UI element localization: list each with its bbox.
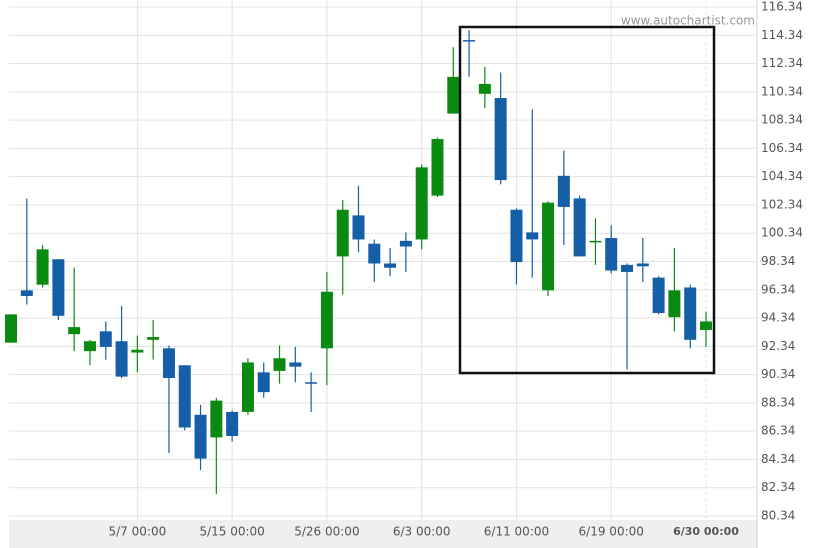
candle-body	[652, 277, 665, 313]
candle-body	[431, 139, 444, 196]
y-tick-label: 94.34	[761, 311, 795, 325]
candle-body	[605, 238, 618, 271]
x-axis-band	[9, 520, 757, 548]
candle-body	[415, 167, 428, 240]
candle-body	[178, 365, 191, 428]
y-tick-label: 102.34	[761, 197, 803, 211]
y-tick-label: 90.34	[761, 367, 795, 381]
candle-body	[289, 362, 302, 367]
y-tick-label: 100.34	[761, 226, 803, 240]
x-tick-label: 5/15 00:00	[199, 525, 264, 539]
candle-body	[257, 372, 270, 393]
y-tick-label: 92.34	[761, 339, 795, 353]
candle-body	[668, 290, 681, 318]
y-tick-label: 96.34	[761, 282, 795, 296]
y-tick-label: 84.34	[761, 452, 795, 466]
candle-body	[305, 382, 318, 384]
y-tick-label: 106.34	[761, 141, 803, 155]
x-tick-label: 5/26 00:00	[294, 525, 359, 539]
y-tick-label: 88.34	[761, 395, 795, 409]
candle-body	[36, 249, 49, 285]
candle-body	[526, 232, 539, 240]
candle-body	[478, 83, 491, 94]
x-tick-label: 6/3 00:00	[393, 525, 451, 539]
candle-body	[5, 314, 17, 343]
candle-body	[241, 362, 254, 412]
candle-body	[494, 98, 507, 181]
pattern-box	[458, 25, 716, 375]
candle-body	[636, 263, 649, 267]
candle-body	[542, 202, 555, 291]
y-tick-label: 104.34	[761, 169, 803, 183]
candle-body	[147, 337, 160, 340]
candle-body	[20, 290, 33, 296]
candle-body	[68, 327, 81, 335]
y-tick-label: 80.34	[761, 509, 795, 523]
candle-body	[210, 400, 223, 438]
candle-body	[336, 209, 349, 257]
candle-body	[510, 209, 523, 263]
candle-body	[99, 331, 112, 347]
y-tick-label: 112.34	[761, 56, 803, 70]
watermark: www.autochartist.com	[621, 14, 755, 28]
plot-area: 80.34 82.34 84.34 86.34 88.34 90.34 92.34 94.34…	[5, 0, 803, 539]
candle-body	[621, 264, 634, 272]
y-tick-label: 82.34	[761, 480, 795, 494]
candle-body	[226, 411, 239, 436]
y-tick-label: 116.34	[761, 0, 803, 14]
y-tick-label: 108.34	[761, 113, 803, 127]
candle-body	[273, 358, 286, 371]
x-tick-label: 6/30 00:00	[673, 525, 739, 538]
candle-body	[352, 215, 365, 240]
candle-body	[447, 76, 460, 114]
y-tick-label: 110.34	[761, 84, 803, 98]
candle-body	[83, 341, 96, 352]
x-tick-label: 6/11 00:00	[484, 525, 549, 539]
candle-body	[368, 243, 381, 264]
candle-body	[700, 321, 712, 330]
y-tick-label: 86.34	[761, 424, 795, 438]
candle-body	[320, 291, 333, 349]
candle-body	[589, 240, 602, 243]
x-tick-label: 5/7 00:00	[109, 525, 167, 539]
candle-body	[463, 40, 476, 42]
candle-body	[162, 348, 175, 379]
y-tick-label: 98.34	[761, 254, 795, 268]
candle-body	[115, 341, 128, 377]
candle-body	[384, 263, 397, 268]
candle-body	[399, 240, 412, 247]
candle-body	[131, 349, 144, 353]
candle-body	[557, 175, 570, 207]
candle-body	[52, 259, 65, 316]
y-tick-label: 114.34	[761, 28, 803, 42]
candle-body	[684, 287, 697, 340]
x-tick-label: 6/19 00:00	[579, 525, 644, 539]
candle-body	[573, 198, 586, 257]
candle-body	[194, 414, 207, 459]
